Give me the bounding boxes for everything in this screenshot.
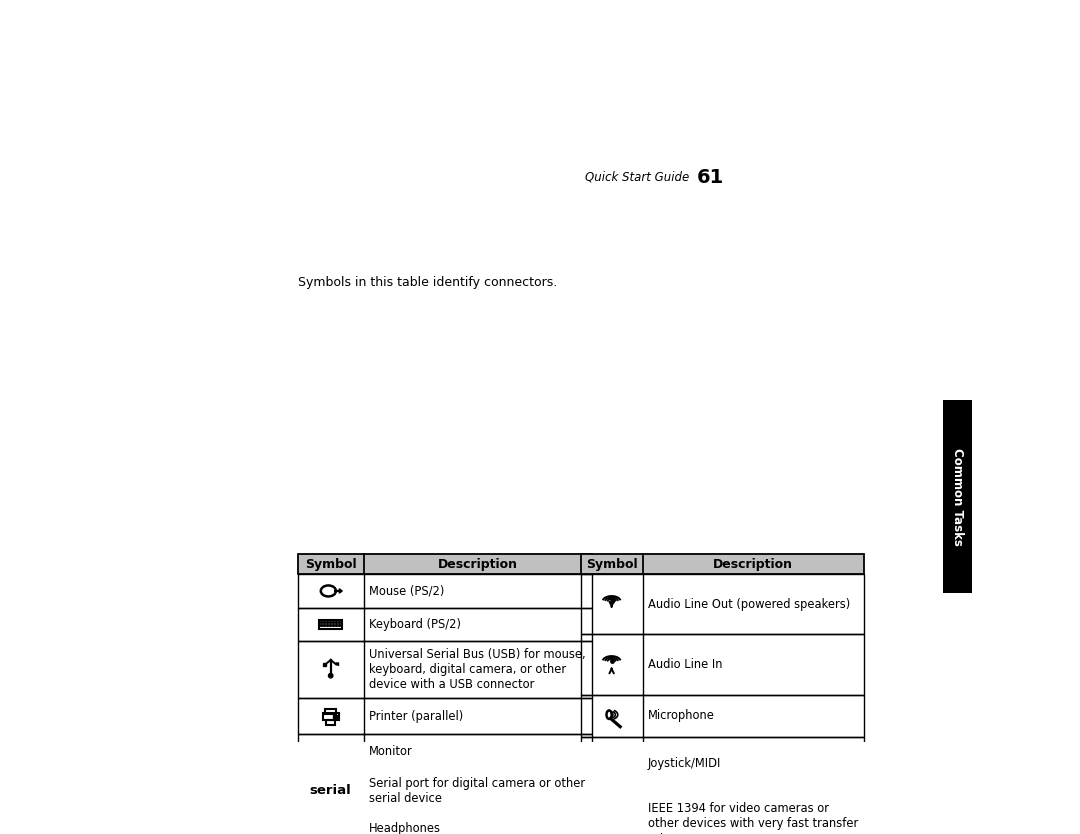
Bar: [298, 555, 592, 575]
Text: Description: Description: [713, 558, 793, 571]
Bar: [581, 555, 864, 575]
Text: serial: serial: [310, 784, 352, 797]
Bar: [325, 710, 336, 714]
Bar: [298, 607, 592, 641]
Bar: [337, 830, 339, 834]
Bar: [319, 620, 342, 629]
Text: Symbol: Symbol: [305, 558, 356, 571]
Text: Universal Serial Bus (USB) for mouse,
keyboard, digital camera, or other
device : Universal Serial Bus (USB) for mouse, ke…: [369, 648, 585, 691]
Text: Joystick/MIDI: Joystick/MIDI: [648, 757, 721, 771]
Text: Microphone: Microphone: [648, 709, 715, 722]
Text: Symbols in this table identify connectors.: Symbols in this table identify connector…: [298, 276, 557, 289]
Text: Description: Description: [437, 558, 518, 571]
Bar: [581, 695, 864, 737]
Text: Common Tasks: Common Tasks: [950, 448, 963, 545]
Bar: [323, 664, 326, 666]
Bar: [298, 575, 592, 607]
Bar: [581, 737, 864, 791]
Text: Keyboard (PS/2): Keyboard (PS/2): [369, 617, 461, 631]
Bar: [326, 720, 335, 725]
Bar: [320, 744, 341, 756]
Circle shape: [613, 819, 616, 821]
Text: Mouse (PS/2): Mouse (PS/2): [369, 585, 445, 597]
Bar: [322, 830, 325, 834]
Bar: [323, 713, 338, 721]
Bar: [298, 641, 592, 698]
Text: Headphones: Headphones: [369, 822, 441, 834]
Bar: [298, 769, 592, 812]
Text: Audio Line In: Audio Line In: [648, 658, 723, 671]
Bar: [323, 746, 338, 755]
Text: Serial port for digital camera or other
serial device: Serial port for digital camera or other …: [369, 776, 585, 805]
Text: Audio Line Out (powered speakers): Audio Line Out (powered speakers): [648, 598, 850, 611]
Bar: [298, 812, 592, 834]
Bar: [581, 575, 864, 635]
Bar: [943, 400, 972, 593]
Bar: [581, 791, 864, 834]
Polygon shape: [339, 589, 342, 593]
Text: 61: 61: [697, 168, 724, 187]
Text: Symbol: Symbol: [585, 558, 637, 571]
Text: Quick Start Guide: Quick Start Guide: [585, 171, 689, 183]
Bar: [581, 635, 864, 695]
Circle shape: [328, 674, 333, 678]
Text: Printer (parallel): Printer (parallel): [369, 710, 463, 722]
Text: Monitor: Monitor: [369, 745, 413, 758]
Polygon shape: [336, 663, 338, 666]
Text: IEEE 1394 for video cameras or
other devices with very fast transfer
rates: IEEE 1394 for video cameras or other dev…: [648, 802, 859, 834]
Bar: [298, 698, 592, 734]
Bar: [298, 734, 592, 769]
